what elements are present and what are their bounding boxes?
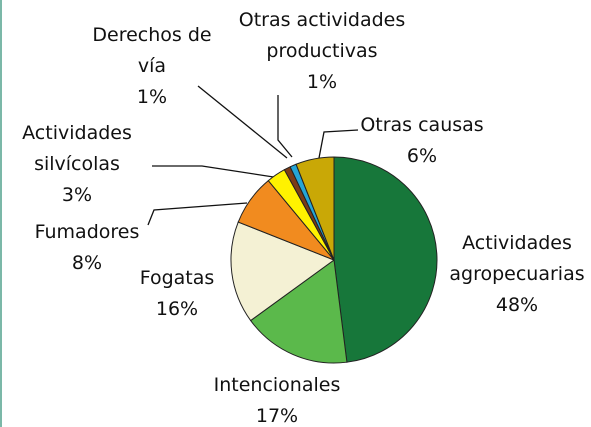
category-label: Derechos de vía	[92, 24, 212, 77]
slice-label: Fumadores 8%	[17, 217, 157, 279]
slice-label: Actividades silvícolas 3%	[2, 118, 152, 211]
pie-slice	[230, 221, 336, 322]
value-label: 1%	[306, 71, 338, 93]
pie-slice	[295, 156, 335, 261]
value-label: 17%	[255, 405, 299, 427]
category-label: Otras causas	[360, 114, 484, 136]
value-label: 48%	[495, 294, 539, 316]
category-label: Actividades silvícolas	[22, 122, 132, 175]
leader-line	[147, 202, 248, 226]
slice-label: Derechos de vía 1%	[82, 20, 222, 113]
leader-line	[277, 95, 293, 158]
value-label: 16%	[155, 298, 199, 320]
slice-label: Otras causas 6%	[347, 110, 497, 172]
category-label: Fogatas	[139, 267, 215, 289]
pie-slice	[333, 156, 438, 363]
slice-label: Fogatas 16%	[122, 263, 232, 325]
value-label: 8%	[71, 252, 103, 274]
value-label: 6%	[406, 145, 438, 167]
pie-slice	[249, 259, 348, 364]
leader-lines	[147, 85, 359, 226]
category-label: Otras actividades productivas	[238, 9, 406, 62]
slice-label: Actividades agropecuarias 48%	[442, 228, 591, 321]
value-label: 3%	[61, 184, 93, 206]
category-label: Actividades agropecuarias	[449, 232, 585, 285]
value-label: 1%	[136, 86, 168, 108]
category-label: Fumadores	[34, 221, 140, 243]
leader-line	[318, 129, 359, 159]
category-label: Intencionales	[213, 374, 341, 396]
slice-label: Otras actividades productivas 1%	[212, 5, 432, 98]
leader-line	[197, 85, 288, 159]
slice-label: Intencionales 17%	[177, 370, 377, 427]
leader-line	[152, 165, 281, 179]
